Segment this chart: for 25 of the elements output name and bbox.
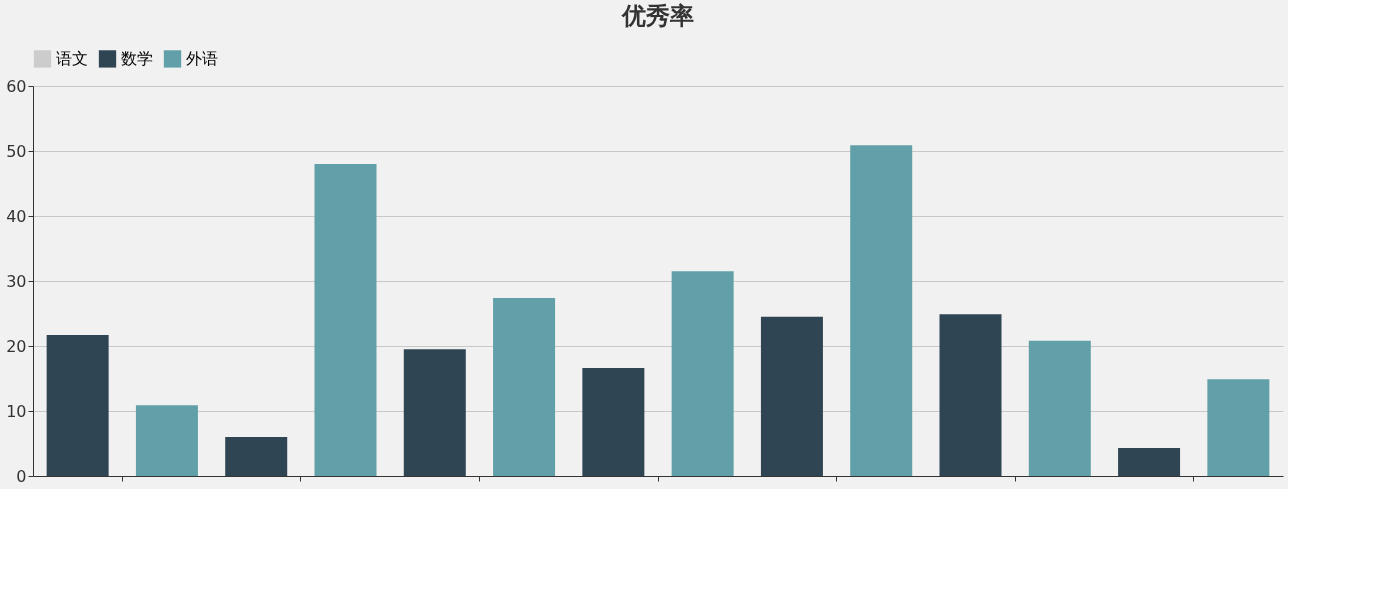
bar (939, 314, 1002, 476)
bar (46, 334, 109, 476)
bar (493, 297, 556, 476)
y-tick-label: 10 (6, 401, 27, 421)
y-tick-label: 30 (6, 271, 27, 291)
legend-label: 外语 (186, 48, 218, 68)
y-tick-label: 0 (16, 466, 27, 486)
bar (582, 368, 645, 476)
bar (135, 405, 198, 476)
bar (671, 271, 734, 476)
chart-title: 优秀率 (621, 2, 694, 30)
bar (314, 164, 377, 476)
legend-label: 数学 (121, 48, 153, 68)
bar (850, 145, 913, 476)
bar (225, 437, 288, 476)
bar (1028, 340, 1091, 476)
y-tick-label: 50 (6, 141, 27, 161)
bar (1118, 448, 1181, 476)
bar (1207, 379, 1270, 476)
bar (760, 316, 823, 476)
y-tick-label: 40 (6, 206, 27, 226)
y-tick-label: 60 (6, 76, 27, 96)
legend-label: 语文 (56, 48, 88, 68)
y-tick-label: 20 (6, 336, 27, 356)
bar (403, 349, 466, 476)
